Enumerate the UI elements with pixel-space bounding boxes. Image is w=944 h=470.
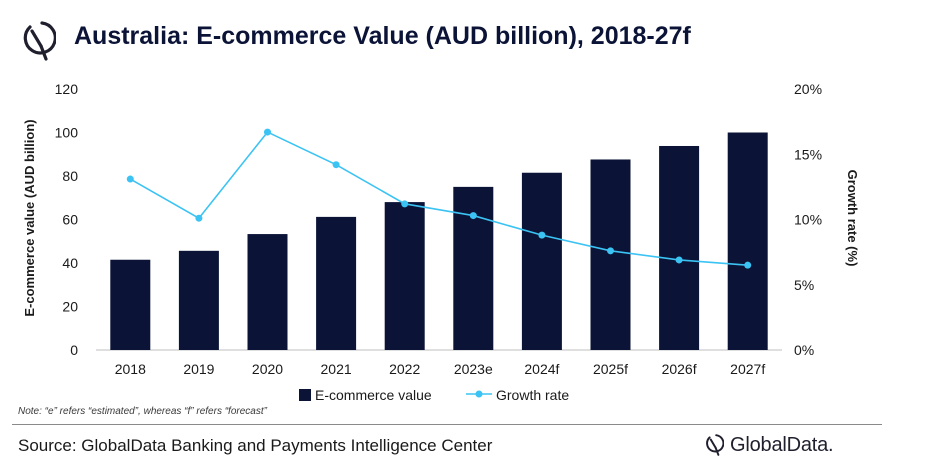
x-tick-label: 2021 (321, 361, 352, 377)
bar (590, 159, 631, 350)
bar (521, 172, 562, 350)
bar (178, 250, 219, 350)
y-right-tick-label: 0% (794, 342, 814, 358)
y-right-axis-label: Growth rate (%) (845, 170, 860, 267)
x-tick-label: 2024f (524, 361, 559, 377)
growth-rate-point (264, 128, 271, 136)
growth-rate-point (195, 214, 203, 222)
bar (110, 259, 151, 350)
x-tick-label: 2023e (454, 361, 493, 377)
y-left-axis: 0 20 40 60 80 100 120 (55, 81, 79, 358)
legend-label-bar: E-commerce value (315, 387, 432, 403)
y-left-tick-label: 0 (70, 342, 78, 358)
y-right-tick-label: 5% (794, 277, 814, 293)
bar (384, 202, 425, 350)
growth-rate-line (129, 131, 748, 266)
brand-name: GlobalData. (730, 433, 834, 456)
x-tick-label: 2027f (730, 361, 765, 377)
brand-logo: GlobalData. (704, 432, 834, 458)
bar (727, 132, 768, 350)
x-tick-label: 2026f (662, 361, 697, 377)
globaldata-logo-icon (23, 21, 56, 61)
y-right-tick-label: 20% (794, 81, 822, 97)
source-text: Source: GlobalData Banking and Payments … (18, 436, 493, 455)
x-tick-label: 2020 (252, 361, 283, 377)
legend-swatch-bar (299, 389, 311, 401)
x-tick-label: 2025f (593, 361, 628, 377)
growth-rate-point (401, 200, 409, 208)
bar (453, 186, 494, 350)
y-right-tick-label: 15% (794, 146, 822, 162)
bar (247, 234, 288, 350)
x-tick-label: 2018 (115, 361, 146, 377)
y-right-tick-label: 10% (794, 212, 822, 228)
y-left-tick-label: 100 (55, 125, 79, 141)
x-axis: 2018 2019 2020 2021 2022 2023e 2024f 2025f 2026f… (115, 361, 766, 377)
growth-rate-series (126, 128, 752, 269)
y-left-tick-label: 120 (55, 81, 79, 97)
y-left-tick-label: 80 (62, 168, 78, 184)
footer-divider (12, 424, 882, 425)
y-left-tick-label: 60 (62, 212, 78, 228)
y-right-axis: 0% 5% 10% 15% 20% (794, 81, 822, 358)
y-left-tick-label: 20 (62, 299, 78, 315)
growth-rate-point (744, 261, 752, 269)
y-left-axis-label: E-commerce value (AUD billion) (22, 119, 37, 316)
growth-rate-point (675, 256, 683, 264)
growth-rate-point (538, 231, 546, 239)
chart-title: Australia: E-commerce Value (AUD billion… (74, 22, 691, 50)
x-tick-label: 2022 (389, 361, 420, 377)
growth-rate-point (126, 175, 134, 183)
globaldata-small-logo-icon (706, 434, 724, 456)
chart-note: Note: “e” refers “estimated”, whereas “f… (18, 406, 267, 417)
bar-series (110, 132, 768, 350)
bar (659, 145, 700, 350)
x-tick-label: 2019 (183, 361, 214, 377)
bar (316, 216, 357, 350)
y-left-tick-label: 40 (62, 255, 78, 271)
legend-swatch-marker (475, 390, 483, 398)
legend-label-line: Growth rate (496, 387, 569, 403)
growth-rate-point (607, 247, 614, 255)
growth-rate-point (332, 161, 340, 169)
growth-rate-point (469, 212, 477, 220)
legend: E-commerce value Growth rate (299, 387, 569, 403)
